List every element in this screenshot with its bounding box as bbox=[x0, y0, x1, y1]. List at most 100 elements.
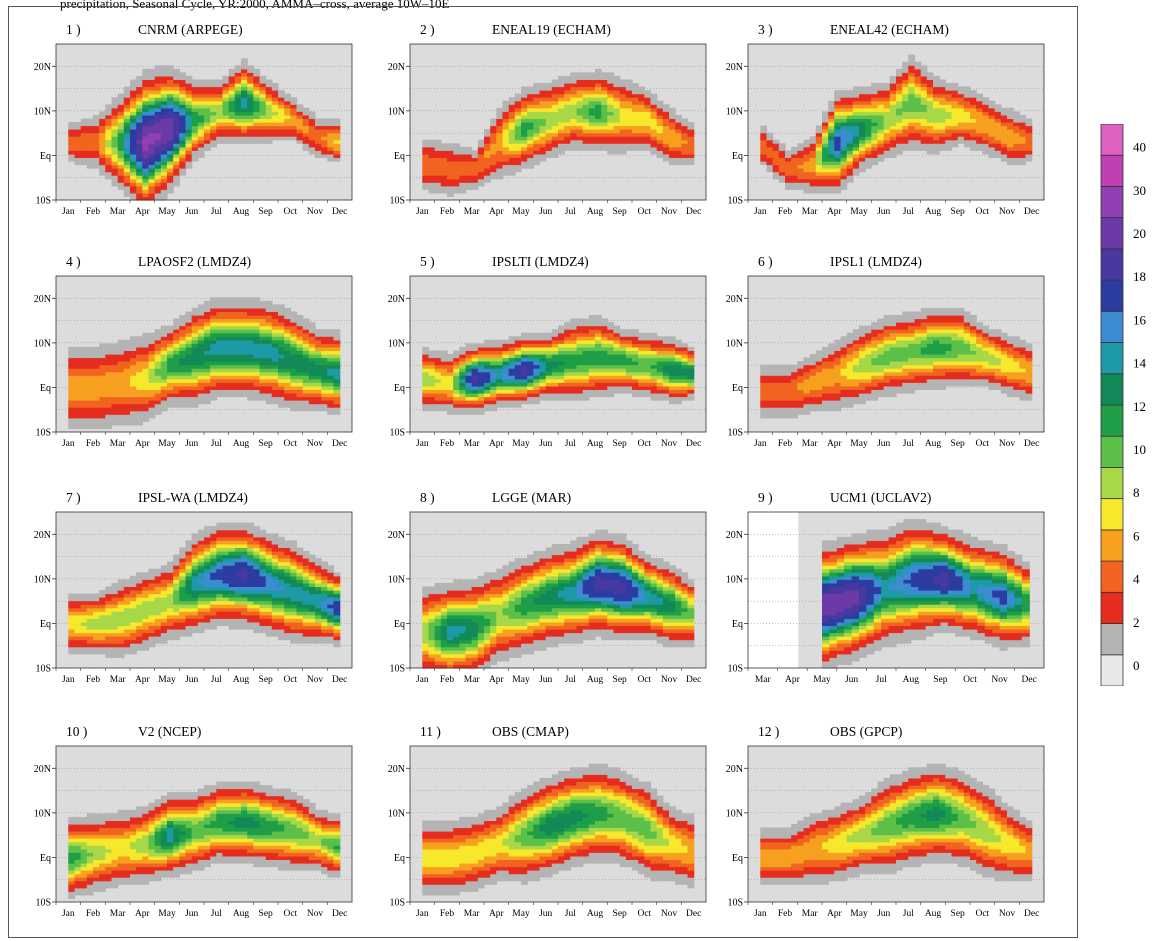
precip-cell bbox=[988, 139, 996, 144]
precip-cell bbox=[290, 396, 298, 401]
precip-cell bbox=[308, 322, 316, 327]
precip-cell bbox=[687, 385, 695, 390]
precip-cell bbox=[154, 332, 162, 337]
precip-cell bbox=[117, 421, 125, 426]
precip-cell bbox=[551, 143, 559, 148]
precip-cell bbox=[117, 171, 125, 176]
precip-cell bbox=[148, 104, 156, 109]
precip-cell bbox=[179, 375, 187, 380]
precip-cell bbox=[259, 382, 267, 387]
precip-cell bbox=[902, 107, 909, 112]
precip-cell bbox=[296, 132, 304, 137]
precip-cell bbox=[216, 389, 224, 394]
precip-cell bbox=[1019, 146, 1027, 151]
precip-cell bbox=[988, 132, 996, 137]
precip-cell bbox=[970, 90, 977, 95]
precip-cell bbox=[662, 396, 670, 401]
precip-cell bbox=[970, 104, 977, 109]
precip-cell bbox=[234, 139, 242, 144]
precip-cell bbox=[514, 378, 522, 383]
precip-cell bbox=[1007, 150, 1014, 155]
precip-cell bbox=[191, 307, 199, 312]
precip-cell bbox=[558, 75, 565, 80]
precip-cell bbox=[656, 364, 664, 369]
precip-cell bbox=[607, 90, 615, 95]
precip-cell bbox=[154, 189, 162, 194]
precip-cell bbox=[675, 400, 682, 405]
precip-cell bbox=[570, 364, 578, 369]
precip-cell bbox=[865, 146, 872, 151]
precip-cell bbox=[914, 86, 922, 91]
precip-cell bbox=[204, 339, 211, 344]
precip-cell bbox=[926, 90, 934, 95]
precip-cell bbox=[447, 382, 454, 387]
precip-cell bbox=[514, 343, 522, 348]
precip-cell bbox=[234, 136, 242, 141]
precip-cell bbox=[173, 318, 180, 323]
precip-cell bbox=[675, 114, 682, 119]
precip-cell bbox=[465, 357, 473, 362]
precip-cell bbox=[228, 329, 236, 334]
precip-cell bbox=[681, 346, 689, 351]
precip-cell bbox=[333, 400, 341, 405]
precip-cell bbox=[465, 375, 473, 380]
precip-cell bbox=[669, 157, 676, 162]
precip-cell bbox=[496, 150, 504, 155]
precip-cell bbox=[822, 139, 829, 144]
precip-cell bbox=[136, 182, 143, 187]
precip-cell bbox=[191, 111, 199, 116]
precip-cell bbox=[766, 414, 774, 419]
precip-cell bbox=[68, 396, 76, 401]
precip-cell bbox=[963, 122, 971, 127]
precip-cell bbox=[656, 343, 664, 348]
precip-cell bbox=[582, 146, 590, 151]
precip-cell bbox=[632, 354, 639, 359]
precip-cell bbox=[908, 93, 916, 98]
precip-cell bbox=[241, 139, 248, 144]
precip-cell bbox=[271, 346, 279, 351]
precip-cell bbox=[797, 393, 805, 398]
precip-cell bbox=[284, 385, 291, 390]
precip-cell bbox=[514, 393, 522, 398]
precip-cell bbox=[210, 378, 217, 383]
precip-cell bbox=[484, 153, 491, 158]
precip-cell bbox=[241, 86, 248, 91]
precip-cell bbox=[123, 417, 131, 422]
precip-cell bbox=[601, 332, 608, 337]
precip-cell bbox=[687, 139, 695, 144]
precip-cell bbox=[889, 122, 897, 127]
precip-cell bbox=[191, 157, 199, 162]
precip-cell bbox=[241, 136, 248, 141]
precip-cell bbox=[914, 93, 922, 98]
precip-cell bbox=[828, 111, 835, 116]
precip-cell bbox=[994, 104, 1002, 109]
precip-cell bbox=[453, 364, 460, 369]
precip-cell bbox=[130, 371, 137, 376]
precip-cell bbox=[167, 393, 174, 398]
precip-cell bbox=[315, 336, 322, 341]
precip-cell bbox=[428, 189, 436, 194]
precip-cell bbox=[760, 364, 768, 369]
precip-cell bbox=[173, 182, 180, 187]
precip-cell bbox=[926, 129, 934, 134]
precip-cell bbox=[80, 382, 88, 387]
precip-cell bbox=[453, 410, 460, 415]
precip-cell bbox=[154, 175, 162, 180]
x-tick-label: Jan bbox=[754, 207, 767, 217]
precip-cell bbox=[136, 111, 143, 116]
precip-cell bbox=[994, 122, 1002, 127]
precip-cell bbox=[99, 417, 106, 422]
precip-cell bbox=[265, 385, 273, 390]
precip-cell bbox=[920, 83, 928, 88]
precip-cell bbox=[191, 357, 199, 362]
precip-cell bbox=[327, 368, 335, 373]
precip-cell bbox=[595, 100, 602, 105]
precip-cell bbox=[154, 118, 162, 123]
precip-cell bbox=[815, 164, 823, 169]
precip-cell bbox=[105, 414, 113, 419]
precip-cell bbox=[117, 361, 125, 366]
precip-cell bbox=[259, 125, 267, 130]
precip-cell bbox=[93, 410, 100, 415]
precip-cell bbox=[247, 368, 254, 373]
precip-cell bbox=[852, 171, 860, 176]
